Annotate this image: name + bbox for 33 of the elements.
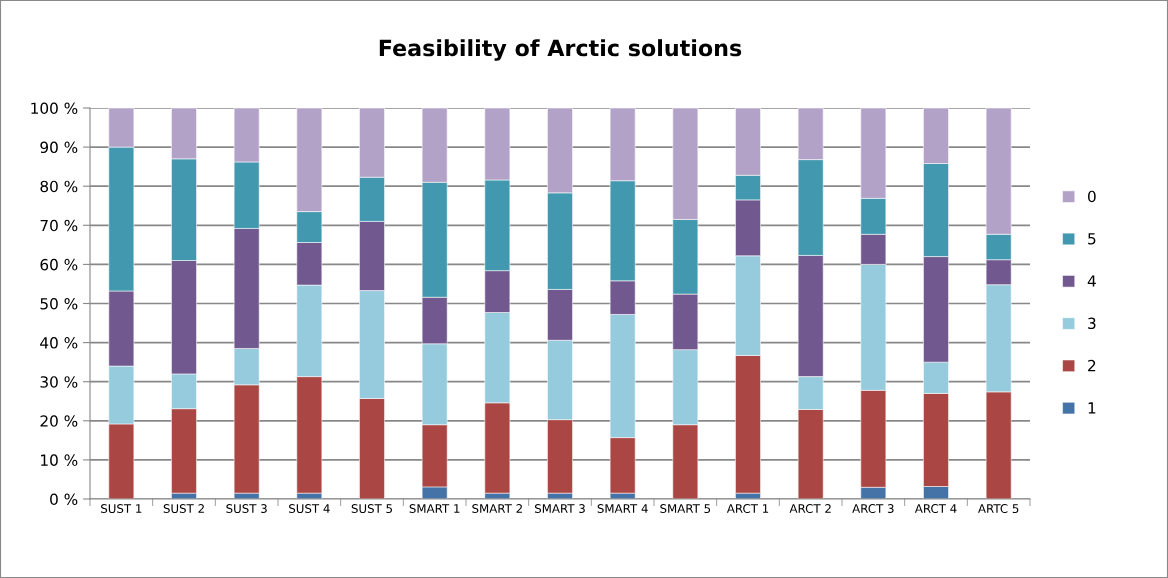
y-tick-label: 60 % xyxy=(40,258,78,271)
y-tick-label: 50 % xyxy=(40,297,78,310)
x-tick-label: SMART 4 xyxy=(597,504,648,513)
x-tick-label: SMART 1 xyxy=(409,504,460,513)
y-tick-label: 10 % xyxy=(41,454,78,466)
y-tick-label: 100 % xyxy=(31,102,78,115)
x-tick-label: ARCT 1 xyxy=(726,504,769,513)
x-tick-label: SMART 2 xyxy=(472,504,522,513)
x-tick-label: SUST 3 xyxy=(226,504,267,513)
y-tick-label: 90 % xyxy=(40,141,78,154)
x-tick-label: SUST 2 xyxy=(163,504,204,513)
x-tick-label: ARCT 2 xyxy=(789,504,831,513)
legend-label: 1 xyxy=(1088,402,1096,414)
legend-label: 4 xyxy=(1087,275,1096,287)
y-tick-label: 70 % xyxy=(40,219,78,232)
legend-label: 5 xyxy=(1088,233,1096,245)
x-tick-label: SUST 5 xyxy=(351,504,393,513)
legend-label: 3 xyxy=(1088,317,1096,330)
y-tick-label: 40 % xyxy=(40,337,78,349)
x-tick-label: SMART 3 xyxy=(534,504,585,513)
x-tick-label: ARCT 3 xyxy=(852,504,894,513)
x-tick-label: ARTC 5 xyxy=(978,504,1019,513)
x-tick-label: SUST 4 xyxy=(289,504,330,513)
x-tick-label: ARCT 4 xyxy=(914,504,957,513)
chart-title: Feasibility of Arctic solutions xyxy=(379,39,742,61)
legend-label: 2 xyxy=(1088,359,1096,372)
legend-label: 0 xyxy=(1088,190,1096,203)
y-tick-label: 0 % xyxy=(50,493,78,506)
y-tick-label: 30 % xyxy=(40,376,78,388)
y-tick-label: 80 % xyxy=(40,180,78,193)
y-tick-label: 20 % xyxy=(40,415,78,427)
x-tick-label: SUST 1 xyxy=(101,504,142,513)
x-tick-label: SMART 5 xyxy=(660,504,711,513)
